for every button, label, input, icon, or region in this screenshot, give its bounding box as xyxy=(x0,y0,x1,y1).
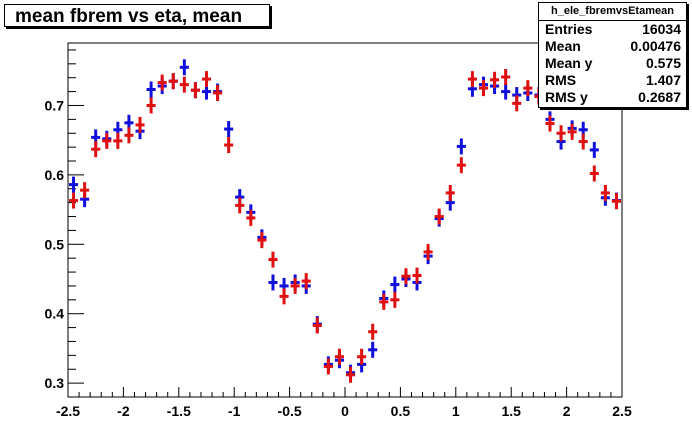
stats-row-rms-y: RMS y 0.2687 xyxy=(539,89,686,106)
data-point xyxy=(556,125,566,142)
data-point xyxy=(401,268,411,285)
data-point xyxy=(190,82,200,99)
data-point xyxy=(600,184,610,201)
data-point xyxy=(179,59,189,76)
x-tick-label: 2.5 xyxy=(612,403,632,419)
data-point xyxy=(268,274,278,291)
data-point xyxy=(390,291,400,308)
chart-title: mean fbrem vs eta, mean xyxy=(4,4,270,27)
data-point xyxy=(456,138,466,155)
stats-row-mean: Mean 0.00476 xyxy=(539,38,686,55)
stats-name: h_ele_fbremvsEtamean xyxy=(539,3,686,21)
data-point xyxy=(334,348,344,365)
data-point xyxy=(611,193,621,210)
data-point xyxy=(501,83,511,100)
data-point xyxy=(346,366,356,383)
x-tick-label: -1 xyxy=(228,403,241,419)
stats-value: 0.2687 xyxy=(638,89,681,105)
data-point xyxy=(279,288,289,305)
data-point xyxy=(201,71,212,88)
y-tick-label: 0.7 xyxy=(45,97,65,113)
data-point xyxy=(423,243,433,260)
data-point xyxy=(246,209,256,226)
y-tick-label: 0.4 xyxy=(45,306,65,322)
plot-frame xyxy=(67,42,623,398)
data-point xyxy=(224,137,234,154)
data-point xyxy=(445,184,455,201)
data-point xyxy=(168,73,178,90)
data-point xyxy=(290,277,300,294)
y-tick-label: 0.6 xyxy=(45,167,65,183)
data-point xyxy=(179,76,189,93)
data-point xyxy=(268,251,278,268)
data-point xyxy=(589,165,599,182)
data-point xyxy=(69,192,79,209)
data-point xyxy=(434,208,444,225)
stats-value: 1.407 xyxy=(645,72,681,88)
data-point xyxy=(478,80,489,97)
data-point xyxy=(213,84,223,101)
x-tick-label: -1.5 xyxy=(167,403,191,419)
data-point xyxy=(567,123,577,140)
x-tick-label: 1 xyxy=(452,403,460,419)
x-tick-label: -2.5 xyxy=(56,403,80,419)
data-point xyxy=(501,69,511,86)
stats-row-rms: RMS 1.407 xyxy=(539,72,686,89)
data-point xyxy=(357,348,367,365)
stats-value: 16034 xyxy=(642,21,681,37)
axes: -2.5 -2 -1.5 -1 -0.5 0 0.5 1 1.5 2 2.5 0.3 0.4 0.5 0.6… xyxy=(45,49,632,419)
data-point xyxy=(312,317,322,334)
data-point xyxy=(456,157,466,174)
data-point xyxy=(124,127,134,144)
stats-label: RMS xyxy=(545,72,577,88)
data-point xyxy=(235,197,245,214)
data-point xyxy=(412,267,422,284)
data-point xyxy=(301,273,311,290)
stats-value: 0.00476 xyxy=(630,38,681,54)
data-point xyxy=(69,176,79,193)
data-point xyxy=(390,276,400,293)
series-1 xyxy=(69,69,621,383)
x-tick-label: -0.5 xyxy=(278,403,302,419)
x-tick-label: 1.5 xyxy=(501,403,521,419)
stats-row-mean-y: Mean y 0.575 xyxy=(539,55,686,72)
stats-label: Mean y xyxy=(545,55,593,71)
data-point xyxy=(113,132,123,149)
y-tick-label: 0.5 xyxy=(45,236,65,252)
data-point xyxy=(102,132,112,149)
data-point xyxy=(146,81,156,98)
x-tick-label: -2 xyxy=(117,403,130,419)
y-tick-label: 0.3 xyxy=(45,375,65,391)
x-tick-label: 0 xyxy=(341,403,349,419)
data-point xyxy=(257,232,267,249)
data-point xyxy=(545,115,555,132)
data-point xyxy=(490,71,500,88)
data-point xyxy=(157,74,167,91)
data-point xyxy=(368,341,378,358)
stats-row-entries: Entries 16034 xyxy=(539,21,686,38)
stats-label: RMS y xyxy=(545,89,588,105)
stats-box: h_ele_fbremvsEtamean Entries 16034 Mean … xyxy=(538,2,687,108)
data-point xyxy=(91,141,101,158)
data-point xyxy=(467,71,477,88)
data-point xyxy=(578,133,588,150)
data-point xyxy=(80,182,90,199)
data-marks xyxy=(69,59,621,383)
x-tick-label: 0.5 xyxy=(391,403,411,419)
stats-value: 0.575 xyxy=(645,55,681,71)
data-point xyxy=(523,80,533,97)
data-point xyxy=(379,293,389,310)
data-point xyxy=(224,121,234,138)
data-point xyxy=(512,95,522,112)
data-point xyxy=(589,141,599,158)
stats-label: Mean xyxy=(545,38,581,54)
stats-label: Entries xyxy=(545,21,593,37)
data-point xyxy=(323,358,333,375)
data-point xyxy=(368,323,378,340)
x-tick-label: 2 xyxy=(563,403,571,419)
data-point xyxy=(135,116,145,133)
data-point xyxy=(146,97,156,114)
